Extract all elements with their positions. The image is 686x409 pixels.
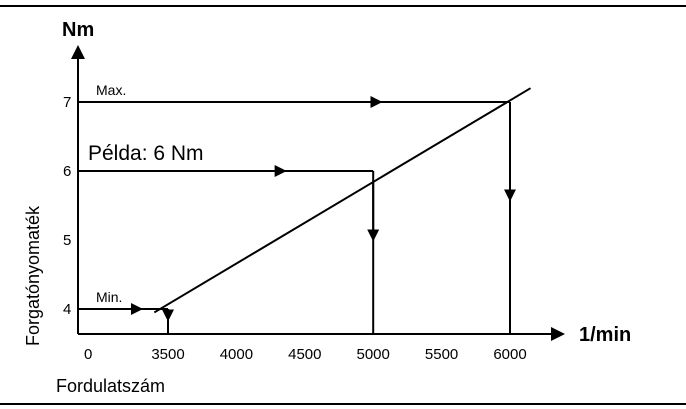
x-axis-title: Fordulatszám [56,376,165,396]
y-tick-label: 6 [63,163,71,180]
series-layer [153,87,532,314]
guide-label: Min. [96,289,122,305]
x-tick-label: 5000 [357,346,390,363]
x-tick-label: 4000 [220,346,253,363]
guide-label: Példa: 6 Nm [88,142,204,165]
y-tick-label: 5 [63,232,71,249]
y-axis-title: Forgatónyomaték [23,205,43,346]
guide-layer [78,96,516,334]
x-tick-label: 3500 [151,346,184,363]
x-tick-label: 6000 [493,346,526,363]
guide-label: Max. [96,82,126,98]
x-axis-unit: 1/min [579,324,631,346]
axes-layer [71,45,565,341]
tick-layer: 0 3500 4000 4500 5000 5500 6000 4 5 6 7 [63,94,527,363]
label-layer: Nm 1/min Fordulatszám Forgatónyomaték Max. Pé… [23,19,631,396]
x-tick-label: 4500 [288,346,321,363]
y-axis-unit: Nm [62,19,94,41]
torque-speed-line [153,87,532,314]
y-tick-label: 7 [63,94,71,111]
x-origin-label: 0 [84,346,92,363]
x-tick-label: 5500 [425,346,458,363]
y-tick-label: 4 [63,301,71,318]
